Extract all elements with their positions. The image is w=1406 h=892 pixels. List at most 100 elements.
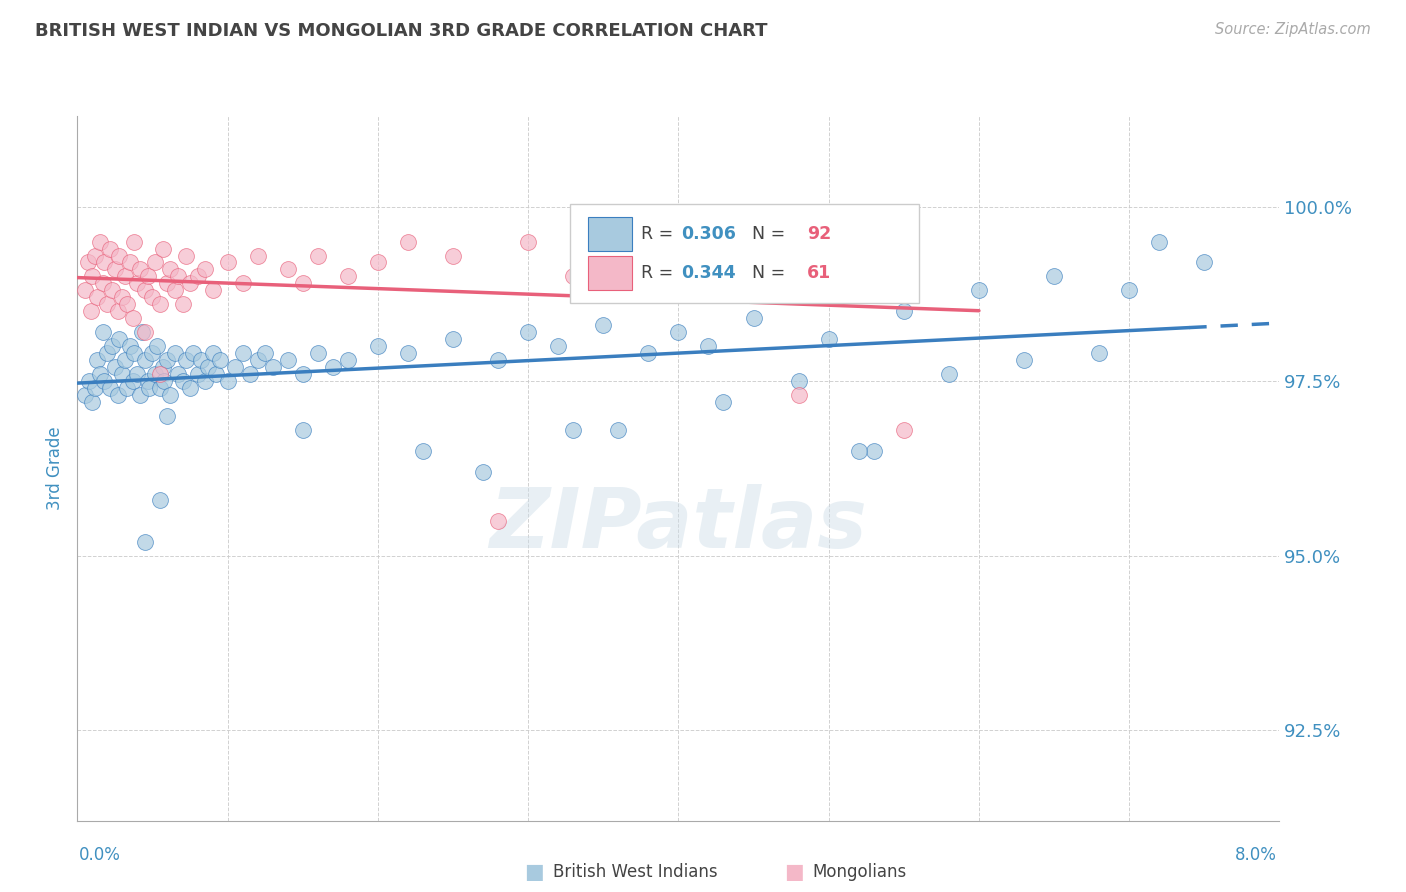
Point [124,346,146,360]
Point [246,248,269,262]
Point [179,381,201,395]
Point [787,388,810,402]
Point [246,353,269,368]
Point [141,346,163,360]
FancyBboxPatch shape [571,204,920,302]
Text: 0.306: 0.306 [681,226,735,244]
Text: British West Indians: British West Indians [553,863,717,881]
Point [181,346,204,360]
Point [108,248,131,262]
Point [134,534,156,549]
Point [104,360,127,375]
Point [254,346,277,360]
Point [107,388,129,402]
Point [172,374,194,388]
Point [156,353,179,368]
Point [697,339,720,353]
Point [84,248,107,262]
Point [79,374,101,388]
Point [96,297,118,311]
Text: N =: N = [741,264,790,282]
Point [127,367,149,381]
Point [396,235,419,249]
Point [111,290,134,304]
Point [131,325,153,339]
Point [136,374,159,388]
Point [291,277,314,291]
Point [82,395,104,409]
Text: ■: ■ [785,863,804,882]
Point [562,423,585,437]
Point [862,443,884,458]
Point [441,248,464,262]
Point [152,360,174,375]
Point [1012,353,1035,368]
Y-axis label: 3rd Grade: 3rd Grade [46,426,65,510]
Point [174,353,197,368]
Point [118,255,141,269]
Point [145,255,167,269]
Text: Mongolians: Mongolians [813,863,907,881]
Point [472,465,495,479]
Point [89,367,111,381]
Point [668,262,690,277]
Point [172,297,194,311]
Point [217,255,239,269]
Point [441,332,464,346]
Point [179,277,201,291]
Point [127,277,149,291]
Point [134,353,156,368]
Point [367,255,389,269]
Point [100,242,122,256]
Point [159,262,181,277]
Point [367,339,389,353]
Point [80,304,103,318]
Point [129,388,152,402]
Point [307,346,329,360]
Point [848,443,870,458]
Text: R =: R = [641,264,679,282]
Point [149,381,172,395]
Point [174,248,197,262]
Point [114,269,136,284]
Point [134,284,156,298]
Point [637,346,659,360]
Point [232,277,254,291]
Point [115,381,138,395]
Point [194,374,217,388]
Point [291,423,314,437]
Point [817,332,839,346]
Text: ZIPatlas: ZIPatlas [489,484,868,566]
Point [262,360,284,375]
Point [136,269,159,284]
Point [104,262,127,277]
Point [217,374,239,388]
Point [336,353,359,368]
Point [190,353,212,368]
Point [592,242,614,256]
Point [232,346,254,360]
Point [817,213,839,227]
Point [149,297,172,311]
Point [201,346,224,360]
Point [194,262,217,277]
Point [163,346,186,360]
Point [124,235,146,249]
Point [86,290,108,304]
Point [713,395,735,409]
Text: ■: ■ [524,863,544,882]
Text: 0.0%: 0.0% [79,846,121,863]
Point [134,325,156,339]
FancyBboxPatch shape [588,256,631,290]
Text: 92: 92 [807,226,831,244]
Point [108,332,131,346]
Point [149,367,172,381]
Point [486,353,509,368]
Point [96,346,118,360]
Point [114,353,136,368]
Point [100,381,122,395]
Point [187,269,209,284]
Point [129,262,152,277]
Point [156,277,179,291]
Point [122,311,145,326]
